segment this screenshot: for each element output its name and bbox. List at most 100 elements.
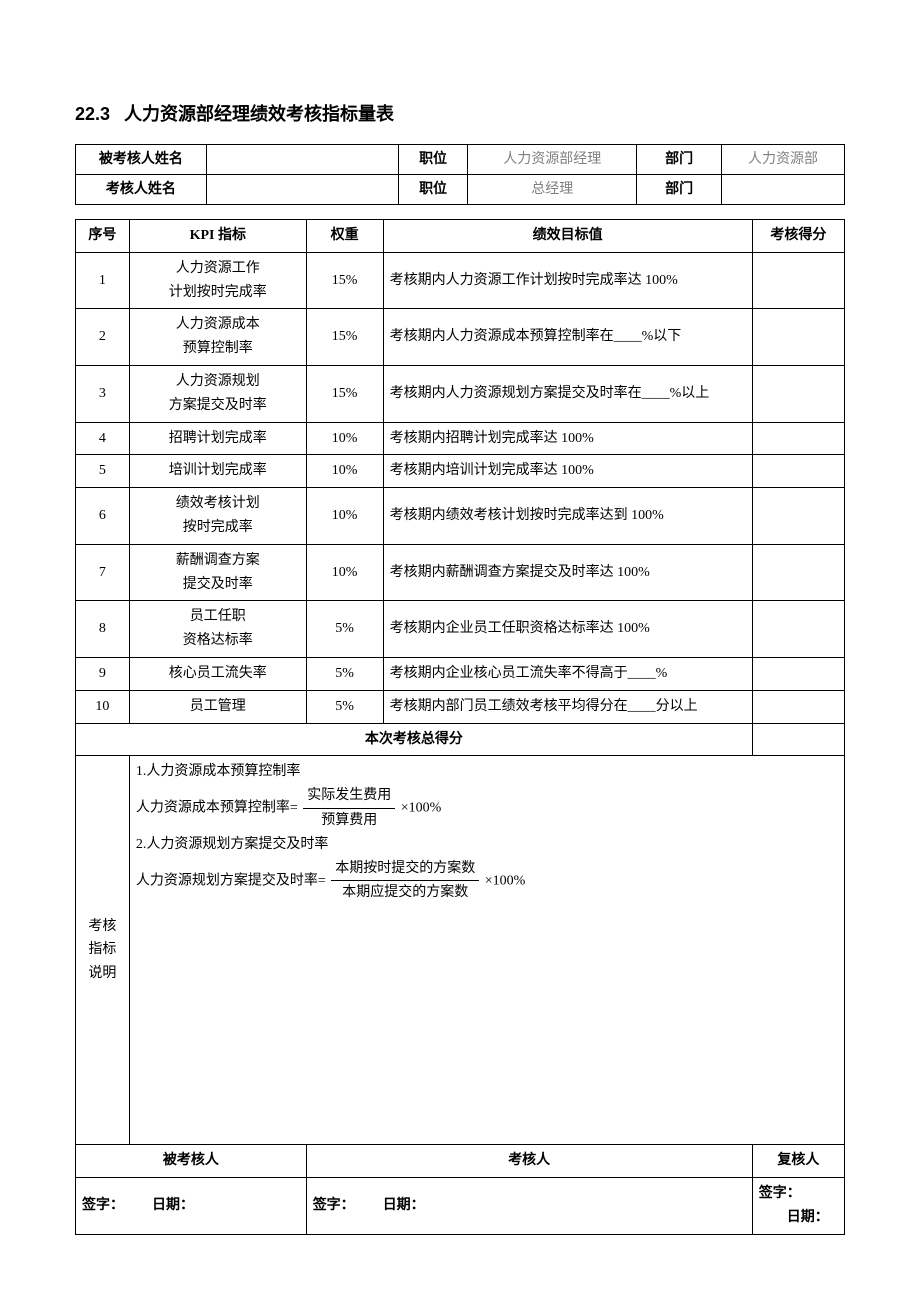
kpi-weight: 10% [306, 488, 383, 545]
label-dept-1: 部门 [637, 145, 722, 175]
th-seq: 序号 [76, 220, 130, 253]
value-dept-1: 人力资源部 [721, 145, 844, 175]
exp-formula2: 人力资源规划方案提交及时率= 本期按时提交的方案数本期应提交的方案数 ×100% [136, 857, 838, 906]
kpi-target: 考核期内人力资源工作计划按时完成率达 100% [383, 252, 752, 309]
kpi-seq: 10 [76, 690, 130, 723]
th-kpi: KPI 指标 [129, 220, 306, 253]
kpi-score [752, 544, 844, 601]
page-title: 22.3 人力资源部经理绩效考核指标量表 [75, 100, 845, 126]
kpi-name: 人力资源成本预算控制率 [129, 309, 306, 366]
kpi-target: 考核期内企业核心员工流失率不得高于____% [383, 657, 752, 690]
kpi-score [752, 455, 844, 488]
value-assessed-name [206, 145, 398, 175]
kpi-seq: 2 [76, 309, 130, 366]
kpi-weight: 10% [306, 544, 383, 601]
value-position-2: 总经理 [468, 175, 637, 205]
total-score [752, 723, 844, 756]
kpi-seq: 6 [76, 488, 130, 545]
sign-header-row: 被考核人 考核人 复核人 [76, 1145, 845, 1178]
kpi-name: 员工管理 [129, 690, 306, 723]
kpi-name: 核心员工流失率 [129, 657, 306, 690]
label-assessor-name: 考核人姓名 [76, 175, 207, 205]
kpi-score [752, 309, 844, 366]
value-assessor-name [206, 175, 398, 205]
kpi-target: 考核期内薪酬调查方案提交及时率达 100% [383, 544, 752, 601]
kpi-name: 人力资源规划方案提交及时率 [129, 365, 306, 422]
kpi-score [752, 657, 844, 690]
sign-head-2: 考核人 [306, 1145, 752, 1178]
value-dept-2 [721, 175, 844, 205]
title-number: 22.3 [75, 104, 110, 124]
sign-head-3: 复核人 [752, 1145, 844, 1178]
kpi-target: 考核期内绩效考核计划按时完成率达到 100% [383, 488, 752, 545]
kpi-score [752, 252, 844, 309]
kpi-seq: 4 [76, 422, 130, 455]
kpi-row: 6绩效考核计划按时完成率10%考核期内绩效考核计划按时完成率达到 100% [76, 488, 845, 545]
kpi-target: 考核期内培训计划完成率达 100% [383, 455, 752, 488]
kpi-name: 招聘计划完成率 [129, 422, 306, 455]
header-table: 被考核人姓名 职位 人力资源部经理 部门 人力资源部 考核人姓名 职位 总经理 … [75, 144, 845, 205]
kpi-score [752, 365, 844, 422]
total-row: 本次考核总得分 [76, 723, 845, 756]
exp-line2: 2.人力资源规划方案提交及时率 [136, 833, 838, 857]
kpi-seq: 1 [76, 252, 130, 309]
kpi-weight: 10% [306, 455, 383, 488]
kpi-header-row: 序号 KPI 指标 权重 绩效目标值 考核得分 [76, 220, 845, 253]
kpi-weight: 15% [306, 365, 383, 422]
sign-body-2: 签字：日期： [306, 1178, 752, 1235]
kpi-target: 考核期内人力资源规划方案提交及时率在____%以上 [383, 365, 752, 422]
exp-line1: 1.人力资源成本预算控制率 [136, 760, 838, 784]
kpi-name: 人力资源工作计划按时完成率 [129, 252, 306, 309]
kpi-row: 1人力资源工作计划按时完成率15%考核期内人力资源工作计划按时完成率达 100% [76, 252, 845, 309]
kpi-name: 薪酬调查方案提交及时率 [129, 544, 306, 601]
value-position-1: 人力资源部经理 [468, 145, 637, 175]
kpi-row: 10员工管理5%考核期内部门员工绩效考核平均得分在____分以上 [76, 690, 845, 723]
total-label: 本次考核总得分 [76, 723, 753, 756]
header-row-1: 被考核人姓名 职位 人力资源部经理 部门 人力资源部 [76, 145, 845, 175]
kpi-weight: 5% [306, 690, 383, 723]
kpi-seq: 5 [76, 455, 130, 488]
kpi-row: 8员工任职资格达标率5%考核期内企业员工任职资格达标率达 100% [76, 601, 845, 658]
kpi-row: 9核心员工流失率5%考核期内企业核心员工流失率不得高于____% [76, 657, 845, 690]
explanation-row: 考核指标说明 1.人力资源成本预算控制率 人力资源成本预算控制率= 实际发生费用… [76, 756, 845, 1145]
kpi-score [752, 690, 844, 723]
sign-head-1: 被考核人 [76, 1145, 307, 1178]
sign-body-1: 签字：日期： [76, 1178, 307, 1235]
label-assessed-name: 被考核人姓名 [76, 145, 207, 175]
kpi-target: 考核期内招聘计划完成率达 100% [383, 422, 752, 455]
exp-formula1: 人力资源成本预算控制率= 实际发生费用预算费用 ×100% [136, 784, 838, 833]
kpi-row: 5培训计划完成率10%考核期内培训计划完成率达 100% [76, 455, 845, 488]
th-target: 绩效目标值 [383, 220, 752, 253]
kpi-weight: 5% [306, 657, 383, 690]
kpi-weight: 10% [306, 422, 383, 455]
explanation-label: 考核指标说明 [76, 756, 130, 1145]
th-weight: 权重 [306, 220, 383, 253]
kpi-target: 考核期内企业员工任职资格达标率达 100% [383, 601, 752, 658]
label-dept-2: 部门 [637, 175, 722, 205]
kpi-weight: 15% [306, 252, 383, 309]
sign-body-row: 签字：日期： 签字：日期： 签字：日期： [76, 1178, 845, 1235]
header-row-2: 考核人姓名 职位 总经理 部门 [76, 175, 845, 205]
kpi-score [752, 422, 844, 455]
kpi-target: 考核期内部门员工绩效考核平均得分在____分以上 [383, 690, 752, 723]
kpi-score [752, 488, 844, 545]
kpi-seq: 8 [76, 601, 130, 658]
kpi-seq: 9 [76, 657, 130, 690]
kpi-table: 序号 KPI 指标 权重 绩效目标值 考核得分 1人力资源工作计划按时完成率15… [75, 219, 845, 1235]
kpi-name: 培训计划完成率 [129, 455, 306, 488]
kpi-row: 3人力资源规划方案提交及时率15%考核期内人力资源规划方案提交及时率在____%… [76, 365, 845, 422]
th-score: 考核得分 [752, 220, 844, 253]
kpi-weight: 15% [306, 309, 383, 366]
title-text: 人力资源部经理绩效考核指标量表 [124, 104, 394, 124]
kpi-seq: 7 [76, 544, 130, 601]
kpi-row: 2人力资源成本预算控制率15%考核期内人力资源成本预算控制率在____%以下 [76, 309, 845, 366]
kpi-name: 员工任职资格达标率 [129, 601, 306, 658]
kpi-name: 绩效考核计划按时完成率 [129, 488, 306, 545]
kpi-seq: 3 [76, 365, 130, 422]
kpi-row: 4招聘计划完成率10%考核期内招聘计划完成率达 100% [76, 422, 845, 455]
kpi-score [752, 601, 844, 658]
explanation-content: 1.人力资源成本预算控制率 人力资源成本预算控制率= 实际发生费用预算费用 ×1… [129, 756, 844, 1145]
kpi-target: 考核期内人力资源成本预算控制率在____%以下 [383, 309, 752, 366]
label-position-1: 职位 [398, 145, 467, 175]
sign-body-3: 签字：日期： [752, 1178, 844, 1235]
